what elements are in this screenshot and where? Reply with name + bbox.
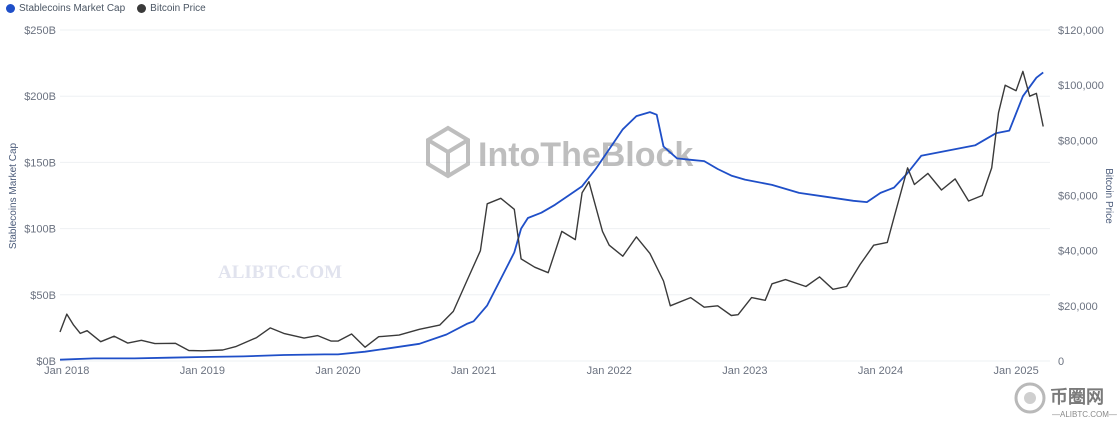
bqw-cn-text: 币圈网	[1050, 387, 1104, 408]
x-tick-label: Jan 2018	[44, 365, 89, 377]
intotheblock-watermark: IntoTheBlock	[426, 125, 693, 179]
x-tick-label: Jan 2021	[451, 365, 496, 377]
y-right-tick-label: $20,000	[1058, 301, 1098, 313]
alibtc-watermark: ALIBTC.COM	[218, 262, 342, 283]
x-tick-label: Jan 2025	[993, 365, 1038, 377]
bqw-badge: 币圈网 —ALIBTC.COM—	[1014, 382, 1117, 419]
series-group	[59, 70, 1044, 361]
x-tick-label: Jan 2024	[858, 365, 903, 377]
y-right-tick-label: $80,000	[1058, 135, 1098, 147]
x-tick-label: Jan 2020	[315, 365, 360, 377]
x-tick-label: Jan 2022	[587, 365, 632, 377]
y-left-tick-label: $150B	[24, 157, 56, 169]
legend-label-bitcoin: Bitcoin Price	[150, 3, 206, 14]
legend-dot-bitcoin	[137, 4, 147, 13]
x-tick-label: Jan 2019	[180, 365, 225, 377]
y-left-tick-label: $250B	[24, 25, 56, 37]
legend-item-stablecoins[interactable]: Stablecoins Market Cap	[6, 3, 125, 14]
series-line-bitcoin	[59, 70, 1044, 352]
y-left-tick-label: $100B	[24, 224, 56, 236]
y-left-tick-label: $200B	[24, 91, 56, 103]
y-right-tick-label: $120,000	[1058, 25, 1104, 37]
legend-dot-stablecoins	[6, 4, 15, 13]
legend-label-stablecoins: Stablecoins Market Cap	[19, 3, 126, 14]
ticks-group: $0B $50B $100B $150B $200B $250B 0 $20,000 $40,0…	[24, 25, 1104, 377]
intotheblock-logo-icon	[426, 125, 470, 179]
y-right-tick-label: $100,000	[1058, 80, 1104, 92]
y-left-tick-label: $0B	[36, 356, 56, 368]
y-axis-right-title: Bitcoin Price	[1103, 168, 1114, 224]
legend-item-bitcoin[interactable]: Bitcoin Price	[137, 3, 206, 14]
y-right-tick-label: $60,000	[1058, 191, 1098, 203]
x-tick-label: Jan 2023	[722, 365, 767, 377]
y-left-tick-label: $50B	[30, 290, 56, 302]
legend: Stablecoins Market Cap Bitcoin Price	[6, 3, 206, 14]
bqw-logo-icon	[1014, 382, 1046, 414]
y-right-tick-label: 0	[1058, 356, 1064, 368]
grid	[60, 29, 1050, 362]
bqw-url-text: —ALIBTC.COM—	[1052, 410, 1117, 419]
intotheblock-wordmark: IntoTheBlock	[478, 136, 693, 174]
y-axis-left-title: Stablecoins Market Cap	[8, 142, 19, 249]
y-right-tick-label: $40,000	[1058, 246, 1098, 258]
series-line-stablecoins	[59, 71, 1044, 361]
